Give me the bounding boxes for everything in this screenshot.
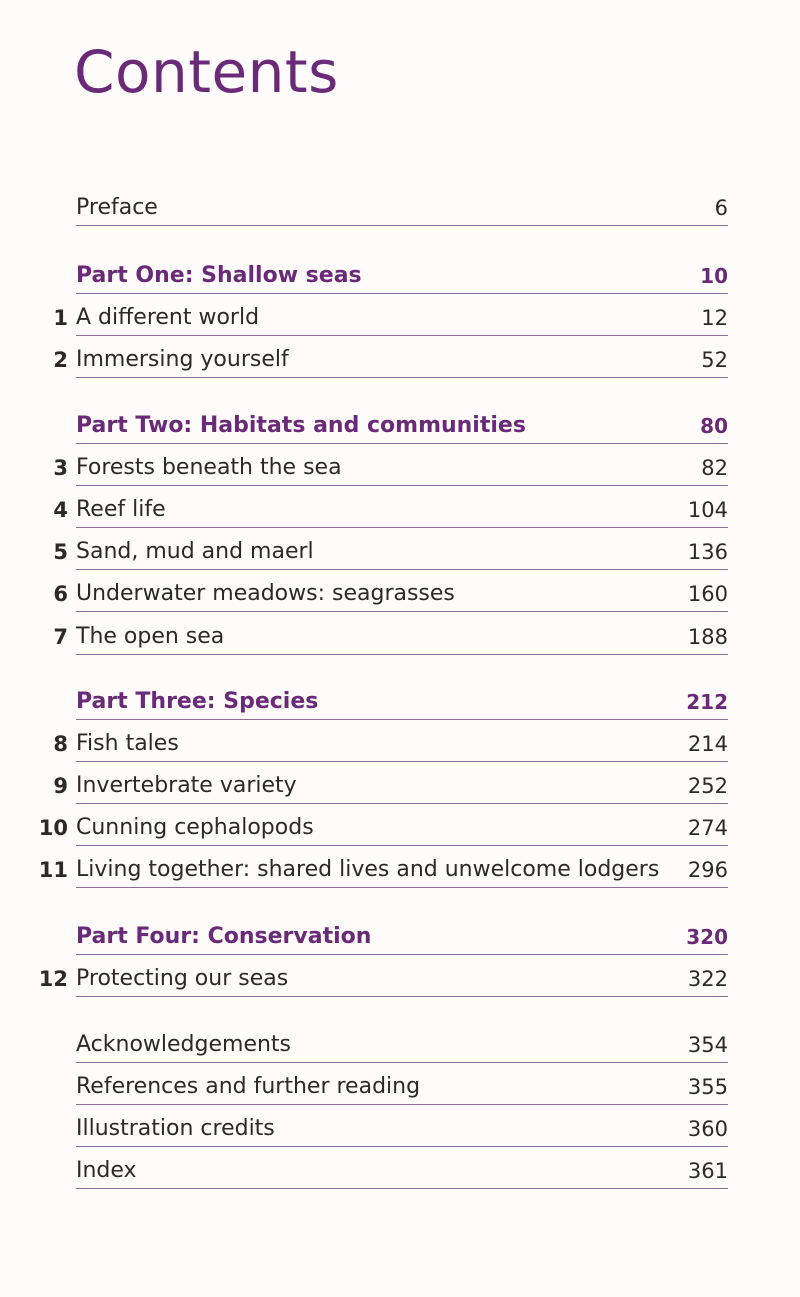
entry-title: Protecting our seas xyxy=(76,966,289,991)
entry-title: Underwater meadows: seagrasses xyxy=(76,581,455,606)
toc-entry: Preface 6 xyxy=(76,186,728,226)
page-number: 354 xyxy=(687,1033,728,1057)
chapter-number: 3 xyxy=(53,456,68,480)
divider xyxy=(76,335,728,336)
entry-title: Living together: shared lives and unwelc… xyxy=(76,857,660,882)
divider xyxy=(76,1146,728,1147)
page-number: 320 xyxy=(686,925,728,949)
toc-entry: 2 Immersing yourself 52 xyxy=(53,338,728,378)
entry-title: Part One: Shallow seas xyxy=(76,263,362,288)
toc-entry: References and further reading 355 xyxy=(76,1065,728,1105)
divider xyxy=(76,1188,728,1189)
divider xyxy=(76,569,728,570)
entry-title: Forests beneath the sea xyxy=(76,455,342,480)
page-number: 136 xyxy=(687,540,728,564)
divider xyxy=(76,996,728,997)
page-number: 10 xyxy=(700,264,728,288)
toc-entry: 4 Reef life 104 xyxy=(53,488,728,528)
entry-title: The open sea xyxy=(76,624,225,649)
toc-entry: 12 Protecting our seas 322 xyxy=(39,957,728,997)
divider xyxy=(76,887,728,888)
toc-entry: 3 Forests beneath the sea 82 xyxy=(53,446,728,486)
entry-title: Part Two: Habitats and communities xyxy=(76,413,526,438)
entry-title: Cunning cephalopods xyxy=(76,815,314,840)
entry-title: Part Four: Conservation xyxy=(76,924,372,949)
divider xyxy=(76,225,728,226)
entry-title: Index xyxy=(76,1158,137,1183)
toc-entry: Index 361 xyxy=(76,1149,728,1189)
entry-title: Part Three: Species xyxy=(76,689,319,714)
page-number: 212 xyxy=(686,690,728,714)
divider xyxy=(76,527,728,528)
divider xyxy=(76,293,728,294)
entry-title: Immersing yourself xyxy=(76,347,289,372)
chapter-number: 9 xyxy=(53,774,68,798)
chapter-number: 8 xyxy=(53,732,68,756)
chapter-number: 10 xyxy=(38,816,68,840)
entry-title: Illustration credits xyxy=(76,1116,275,1141)
page-number: 52 xyxy=(701,348,728,372)
entry-title: Reef life xyxy=(76,497,166,522)
entry-title: A different world xyxy=(76,305,260,330)
entry-title: Acknowledgements xyxy=(76,1032,292,1057)
divider xyxy=(76,761,728,762)
page-number: 274 xyxy=(687,816,728,840)
chapter-number: 12 xyxy=(38,967,68,991)
toc-entry: Acknowledgements 354 xyxy=(76,1023,728,1063)
chapter-number: 1 xyxy=(53,306,68,330)
toc-entry: 8 Fish tales 214 xyxy=(53,722,728,762)
chapter-number: 2 xyxy=(53,348,68,372)
toc-part-heading: Part One: Shallow seas 10 xyxy=(76,254,728,294)
divider xyxy=(76,611,728,612)
page-number: 360 xyxy=(687,1117,728,1141)
entry-title: Fish tales xyxy=(76,731,179,756)
chapter-number: 7 xyxy=(53,625,68,649)
toc-entry: 9 Invertebrate variety 252 xyxy=(53,764,728,804)
chapter-number: 11 xyxy=(38,858,68,882)
divider xyxy=(76,954,728,955)
page-number: 296 xyxy=(687,858,728,882)
page-number: 252 xyxy=(687,774,728,798)
page-number: 82 xyxy=(701,456,728,480)
chapter-number: 6 xyxy=(53,582,68,606)
toc-entry: 1 A different world 12 xyxy=(53,296,728,336)
page-number: 12 xyxy=(701,306,728,330)
toc-entry: 6 Underwater meadows: seagrasses 160 xyxy=(53,572,728,612)
toc-entry: 7 The open sea 188 xyxy=(53,615,728,655)
toc-part-heading: Part Three: Species 212 xyxy=(76,680,728,720)
page-number: 214 xyxy=(687,732,728,756)
divider xyxy=(76,1104,728,1105)
toc-part-heading: Part Two: Habitats and communities 80 xyxy=(76,404,728,444)
page-number: 188 xyxy=(687,625,728,649)
page-number: 104 xyxy=(687,498,728,522)
entry-title: Preface xyxy=(76,195,158,220)
chapter-number: 5 xyxy=(53,540,68,564)
toc-entry: 11 Living together: shared lives and unwe… xyxy=(39,848,728,888)
page-number: 322 xyxy=(687,967,728,991)
page-number: 6 xyxy=(714,196,728,220)
toc-entry: 10 Cunning cephalopods 274 xyxy=(39,806,728,846)
entry-title: Sand, mud and maerl xyxy=(76,539,314,564)
entry-title: References and further reading xyxy=(76,1074,421,1099)
toc-part-heading: Part Four: Conservation 320 xyxy=(76,915,728,955)
toc-entry: Illustration credits 360 xyxy=(76,1107,728,1147)
divider xyxy=(76,1062,728,1063)
divider xyxy=(76,377,728,378)
chapter-number: 4 xyxy=(53,498,68,522)
page-number: 361 xyxy=(687,1159,728,1183)
divider xyxy=(76,845,728,846)
divider xyxy=(76,443,728,444)
divider xyxy=(76,485,728,486)
entry-title: Invertebrate variety xyxy=(76,773,297,798)
page-number: 160 xyxy=(687,582,728,606)
divider xyxy=(76,654,728,655)
toc-entry: 5 Sand, mud and maerl 136 xyxy=(53,530,728,570)
page-number: 80 xyxy=(700,414,728,438)
divider xyxy=(76,803,728,804)
page-title: Contents xyxy=(74,38,339,106)
page-number: 355 xyxy=(687,1075,728,1099)
divider xyxy=(76,719,728,720)
